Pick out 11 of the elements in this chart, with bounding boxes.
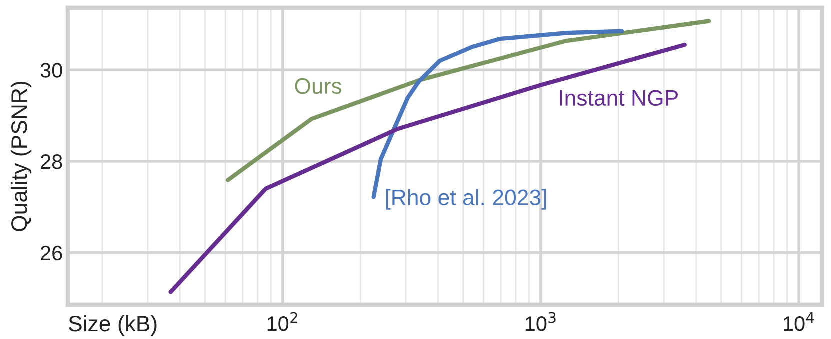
series-label: [Rho et al. 2023]: [386, 189, 546, 210]
series-label: Ours: [295, 78, 342, 94]
x-tick-label: 10$^{4}$: [784, 312, 814, 332]
x-tick-label: 10$^{3}$: [526, 312, 556, 332]
x-axis-title: Size (kB): [69, 315, 157, 336]
y-tick-label: 28: [41, 154, 62, 170]
series-label: Instant NGP: [560, 90, 678, 106]
y-axis-title: Quality (PSNR): [10, 82, 32, 232]
x-tick-label: 10$^{2}$: [268, 312, 298, 332]
y-tick-label: 26: [41, 246, 62, 261]
y-tick-label: 30: [40, 63, 62, 78]
